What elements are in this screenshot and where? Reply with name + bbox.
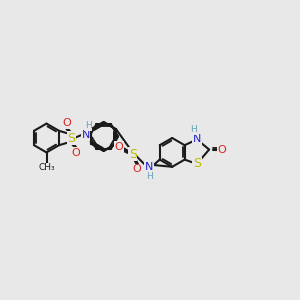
Text: S: S [129, 148, 136, 161]
Text: H: H [85, 121, 92, 130]
Text: S: S [67, 131, 75, 145]
Text: H: H [146, 172, 152, 181]
Text: CH₃: CH₃ [38, 163, 55, 172]
Text: N: N [193, 134, 201, 144]
Text: O: O [62, 118, 71, 128]
Text: O: O [133, 164, 142, 174]
Text: N: N [82, 130, 90, 140]
Text: O: O [218, 145, 226, 154]
Text: O: O [115, 142, 124, 152]
Text: H: H [190, 125, 197, 134]
Text: N: N [145, 162, 153, 172]
Text: O: O [71, 148, 80, 158]
Text: S: S [193, 158, 201, 170]
